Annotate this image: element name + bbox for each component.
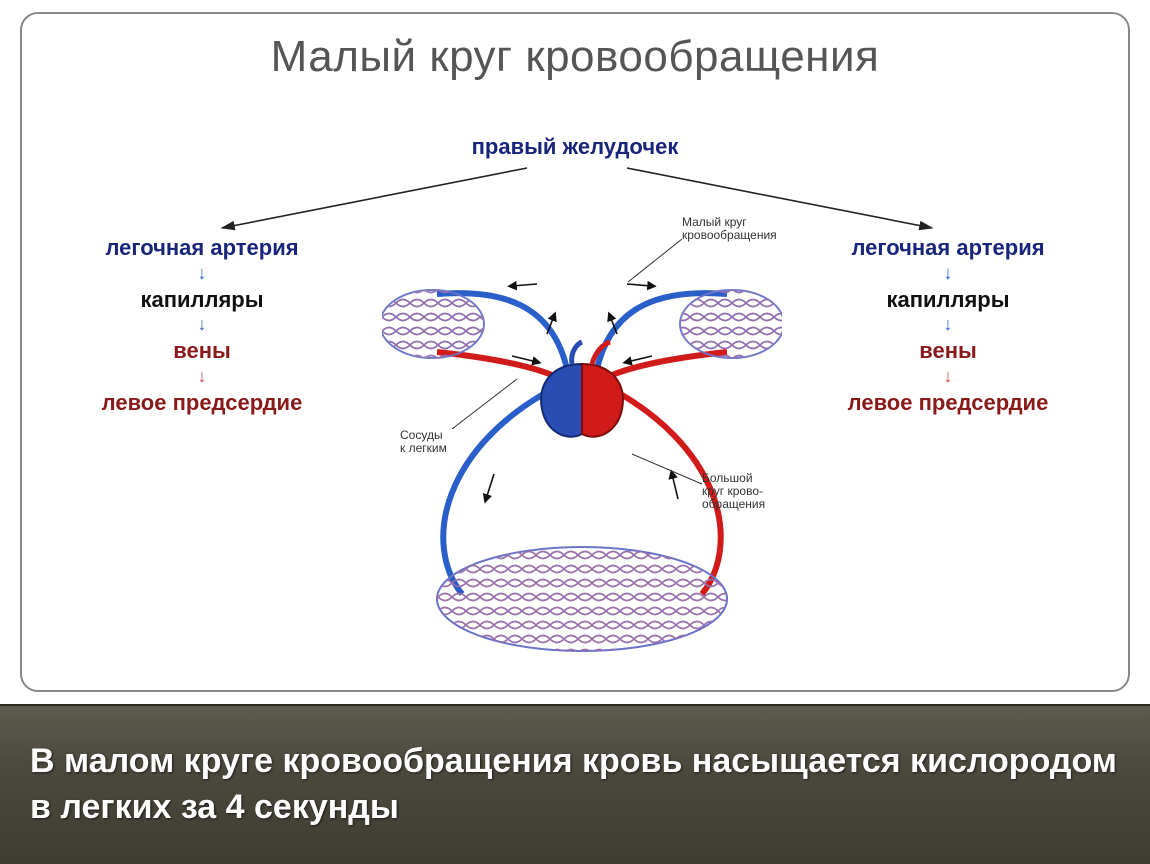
slide: Малый круг кровообращения правый желудоч… bbox=[0, 0, 1150, 864]
bottom-caption-text: В малом круге кровообращения кровь насыщ… bbox=[0, 739, 1150, 831]
content-card: Малый круг кровообращения правый желудоч… bbox=[20, 12, 1130, 692]
arrow-down-icon: ↓ bbox=[818, 367, 1078, 385]
flow-right-atrium: левое предсердие bbox=[818, 389, 1078, 417]
fig-label-lung-vessels: Сосудык легким bbox=[400, 429, 480, 455]
fig-label-pulmonary: Малый кругкровообращения bbox=[682, 216, 792, 242]
flow-left-artery: легочная артерия bbox=[72, 234, 332, 262]
flow-right-capillaries: капилляры bbox=[818, 286, 1078, 314]
flow-left-atrium: левое предсердие bbox=[72, 389, 332, 417]
arrow-down-icon: ↓ bbox=[72, 367, 332, 385]
flow-left-veins: вены bbox=[72, 337, 332, 365]
arrow-down-icon: ↓ bbox=[818, 315, 1078, 333]
circulation-diagram: Малый кругкровообращения Сосудык легким … bbox=[382, 184, 782, 654]
flow-right-artery: легочная артерия bbox=[818, 234, 1078, 262]
flow-right: легочная артерия ↓ капилляры ↓ вены ↓ ле… bbox=[818, 232, 1078, 418]
arrow-down-icon: ↓ bbox=[818, 264, 1078, 282]
arrow-down-icon: ↓ bbox=[72, 264, 332, 282]
top-ventricle-label: правый желудочек bbox=[22, 134, 1128, 160]
fig-label-systemic: Большойкруг крово-обращения bbox=[702, 472, 792, 512]
bottom-caption-bar: В малом круге кровообращения кровь насыщ… bbox=[0, 704, 1150, 864]
flow-right-veins: вены bbox=[818, 337, 1078, 365]
flow-left: легочная артерия ↓ капилляры ↓ вены ↓ ле… bbox=[72, 232, 332, 418]
flow-left-capillaries: капилляры bbox=[72, 286, 332, 314]
arrow-down-icon: ↓ bbox=[72, 315, 332, 333]
page-title: Малый круг кровообращения bbox=[22, 32, 1128, 82]
